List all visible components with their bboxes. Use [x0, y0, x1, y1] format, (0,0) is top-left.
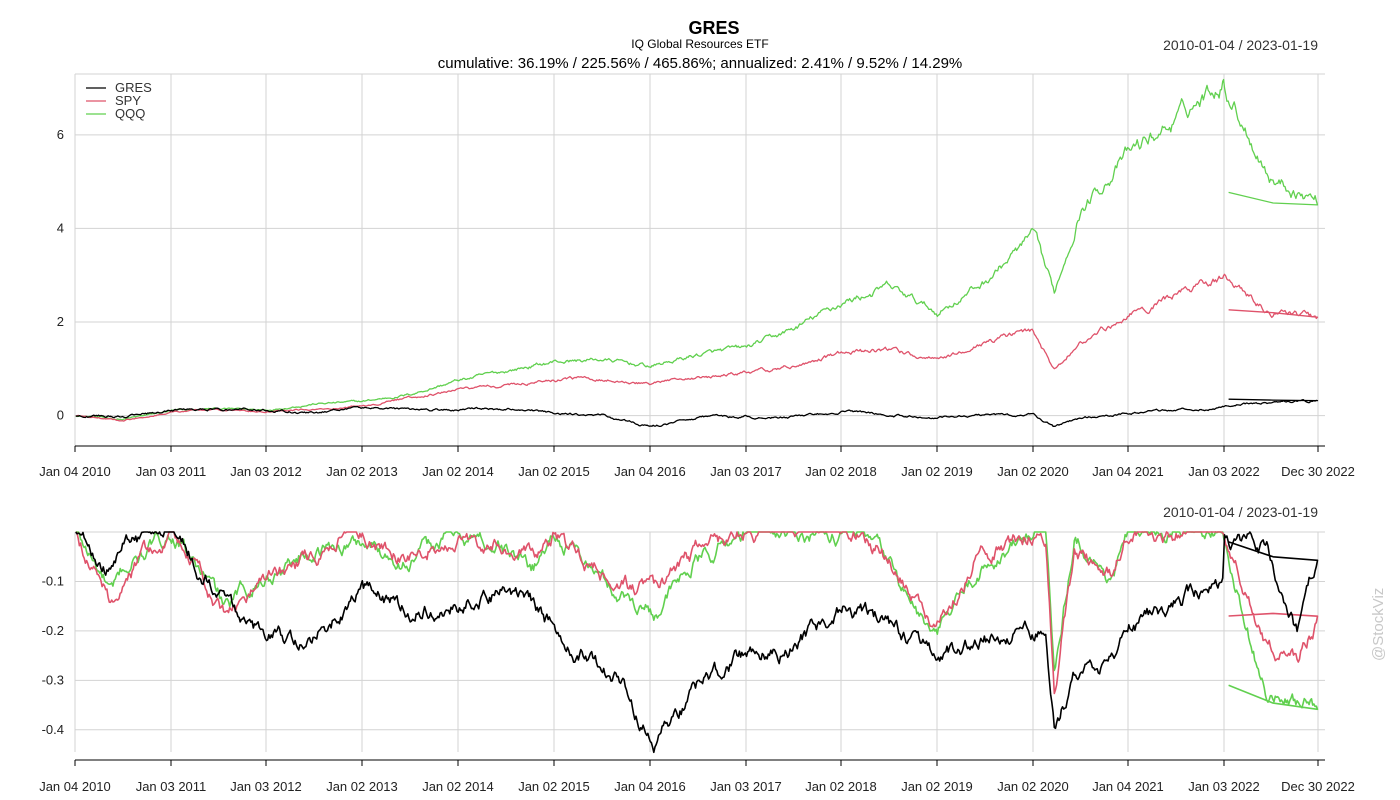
y-tick-label: 4 — [57, 220, 64, 235]
x-tick-label: Jan 02 2019 — [901, 779, 973, 794]
performance-stats: cumulative: 36.19% / 225.56% / 465.86%; … — [438, 55, 963, 72]
cumulative-returns-panel: 0 2 4 6 Jan 04 2010 Jan 03 2011 Jan 03 2012 Jan… — [39, 73, 1355, 479]
x-tick-label: Jan 03 2017 — [710, 464, 782, 479]
x-tick-label: Jan 02 2014 — [422, 464, 494, 479]
x-tick-label: Jan 02 2013 — [326, 464, 398, 479]
x-tick-label: Jan 02 2020 — [997, 464, 1069, 479]
y-tick-label: -0.4 — [42, 722, 64, 737]
x-tick-label: Jan 02 2015 — [518, 464, 590, 479]
x-tick-label: Jan 04 2010 — [39, 464, 111, 479]
x-tick-label: Jan 04 2021 — [1092, 779, 1164, 794]
series-line-gres — [75, 398, 1319, 428]
y-tick-label: 2 — [57, 314, 64, 329]
x-tick-label: Jan 04 2010 — [39, 779, 111, 794]
y-tick-label: -0.1 — [42, 573, 64, 588]
x-tick-label: Jan 02 2020 — [997, 779, 1069, 794]
y-tick-label: 0 — [57, 408, 64, 423]
legend-label-spy: SPY — [115, 93, 141, 108]
chart-subtitle: IQ Global Resources ETF — [631, 37, 768, 51]
x-tick-label: Jan 03 2022 — [1188, 464, 1260, 479]
x-tick-label: Jan 02 2015 — [518, 779, 590, 794]
x-tick-label: Jan 03 2012 — [230, 464, 302, 479]
date-range-bottom: 2010-01-04 / 2023-01-19 — [1163, 504, 1318, 520]
date-range-top: 2010-01-04 / 2023-01-19 — [1163, 37, 1318, 53]
chart-title: GRES — [688, 18, 739, 38]
x-tick-label: Jan 02 2018 — [805, 464, 877, 479]
x-tick-label: Jan 04 2016 — [614, 464, 686, 479]
x-tick-label: Jan 03 2022 — [1188, 779, 1260, 794]
x-tick-label: Jan 03 2017 — [710, 779, 782, 794]
x-tick-label: Jan 02 2019 — [901, 464, 973, 479]
x-tick-label: Jan 02 2014 — [422, 779, 494, 794]
x-tick-label: Dec 30 2022 — [1281, 464, 1355, 479]
watermark: @StockViz — [1370, 588, 1387, 661]
y-tick-label: 6 — [57, 127, 64, 142]
series-line-gres — [75, 531, 1319, 754]
legend-label-gres: GRES — [115, 80, 152, 95]
drawdown-panel: -0.1 -0.2 -0.3 -0.4 Jan 04 2010 Jan 03 2011 Ja… — [39, 531, 1355, 794]
series-line-spy — [75, 531, 1319, 695]
x-tick-label: Jan 04 2021 — [1092, 464, 1164, 479]
legend-label-qqq: QQQ — [115, 106, 145, 121]
x-tick-label: Jan 03 2011 — [136, 464, 207, 479]
y-tick-label: -0.2 — [42, 623, 64, 638]
series-line-spy — [75, 273, 1319, 422]
x-tick-label: Jan 03 2011 — [136, 779, 207, 794]
x-tick-label: Dec 30 2022 — [1281, 779, 1355, 794]
y-tick-label: -0.3 — [42, 672, 64, 687]
x-tick-label: Jan 03 2012 — [230, 779, 302, 794]
x-tick-label: Jan 02 2013 — [326, 779, 398, 794]
x-tick-label: Jan 04 2016 — [614, 779, 686, 794]
x-tick-label: Jan 02 2018 — [805, 779, 877, 794]
series-line-qqq — [75, 78, 1319, 421]
